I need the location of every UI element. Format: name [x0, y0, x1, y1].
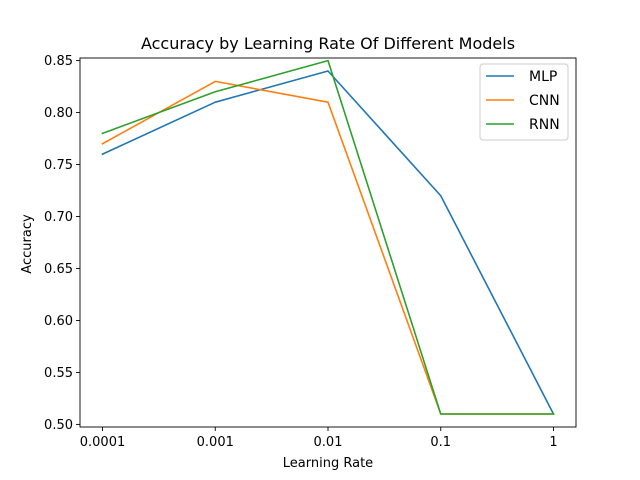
y-axis-label: Accuracy: [20, 214, 35, 274]
y-tick-label: 0.60: [44, 314, 73, 329]
y-tick-label: 0.50: [44, 418, 73, 433]
x-tick-label: 0.001: [197, 435, 234, 450]
y-tick-label: 0.85: [44, 54, 73, 69]
legend-label-rnn: RNN: [529, 117, 560, 133]
legend-box: [479, 63, 569, 141]
series-line-mlp: [101, 70, 555, 416]
plot-area: 0.0001 0.001 0.01 0.1 1 0.50 0.55 0.60 0.65 0.70 0…: [44, 54, 577, 450]
y-tick-label: 0.75: [44, 158, 73, 173]
x-tick-label: 0.1: [430, 435, 451, 450]
chart-title: Accuracy by Learning Rate Of Different M…: [141, 34, 515, 53]
legend-label-mlp: MLP: [529, 69, 557, 85]
x-tick-label: 1: [549, 435, 557, 450]
series-line-rnn: [101, 59, 555, 415]
y-tick-label: 0.70: [44, 210, 73, 225]
x-tick-label: 0.0001: [80, 435, 126, 450]
x-axis-label: Learning Rate: [283, 456, 373, 471]
y-tick-label: 0.65: [44, 262, 73, 277]
legend-label-cnn: CNN: [529, 93, 560, 109]
x-tick-label: 0.01: [314, 435, 343, 450]
y-tick-label: 0.55: [44, 366, 73, 381]
y-tick-label: 0.80: [44, 106, 73, 121]
